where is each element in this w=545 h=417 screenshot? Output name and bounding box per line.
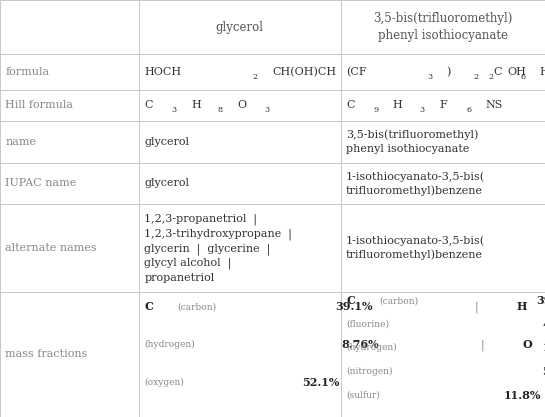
Text: 1-isothiocyanato-3,5-bis(
trifluoromethyl)benzene: 1-isothiocyanato-3,5-bis( trifluoromethy… [346, 171, 485, 196]
Text: H: H [392, 100, 402, 110]
Text: (CF: (CF [346, 67, 367, 77]
Text: (oxygen): (oxygen) [144, 378, 184, 387]
Text: 8.76%: 8.76% [341, 339, 379, 350]
Text: H: H [540, 67, 545, 77]
Text: 3: 3 [427, 73, 432, 81]
Text: 2: 2 [474, 73, 479, 81]
Text: C: C [346, 100, 355, 110]
Text: 3: 3 [172, 106, 177, 114]
Text: |: | [481, 339, 485, 351]
Text: ): ) [447, 67, 451, 77]
Text: mass fractions: mass fractions [5, 349, 88, 359]
Text: name: name [5, 137, 37, 147]
Text: 3: 3 [264, 106, 270, 114]
Text: C: C [144, 100, 153, 110]
Text: O: O [522, 339, 532, 350]
Text: (carbon): (carbon) [177, 302, 216, 311]
Text: H: H [191, 100, 201, 110]
Text: C: C [346, 295, 355, 306]
Text: OH: OH [508, 67, 526, 77]
Text: 1-isothiocyanato-3,5-bis(
trifluoromethyl)benzene: 1-isothiocyanato-3,5-bis( trifluoromethy… [346, 236, 485, 260]
Text: |: | [475, 301, 479, 313]
Text: 8: 8 [218, 106, 223, 114]
Text: F: F [439, 100, 447, 110]
Text: IUPAC name: IUPAC name [5, 178, 77, 188]
Text: 3: 3 [420, 106, 425, 114]
Text: (fluorine): (fluorine) [346, 320, 389, 329]
Text: H: H [516, 301, 526, 312]
Text: glycerol: glycerol [144, 137, 190, 147]
Text: 1,2,3-propanetriol  |
1,2,3-trihydroxypropane  |
glycerin  |  glycerine  |
glycy: 1,2,3-propanetriol | 1,2,3-trihydroxypro… [144, 214, 292, 282]
Text: (hydrogen): (hydrogen) [346, 343, 397, 352]
Text: 39.9%: 39.9% [536, 295, 545, 306]
Text: formula: formula [5, 67, 50, 77]
Text: 6: 6 [520, 73, 525, 81]
Text: 52.1%: 52.1% [302, 377, 340, 388]
Text: 3,5-bis(trifluoromethyl)
phenyl isothiocyanate: 3,5-bis(trifluoromethyl) phenyl isothioc… [373, 12, 512, 42]
Text: CH(OH)CH: CH(OH)CH [272, 67, 336, 77]
Text: 3,5-bis(trifluoromethyl)
phenyl isothiocyanate: 3,5-bis(trifluoromethyl) phenyl isothioc… [346, 130, 479, 153]
Text: glycerol: glycerol [144, 178, 190, 188]
Text: 2: 2 [252, 73, 258, 81]
Text: 39.1%: 39.1% [335, 301, 372, 312]
Text: (nitrogen): (nitrogen) [346, 367, 392, 376]
Text: O: O [238, 100, 246, 110]
Text: alternate names: alternate names [5, 243, 97, 253]
Text: HOCH: HOCH [144, 67, 181, 77]
Text: glycerol: glycerol [216, 20, 264, 34]
Text: (carbon): (carbon) [379, 296, 418, 305]
Text: C: C [144, 301, 153, 312]
Text: 11.8%: 11.8% [504, 389, 541, 401]
Text: 2: 2 [488, 73, 493, 81]
Text: 9: 9 [373, 106, 378, 114]
Text: 5.17%: 5.17% [543, 366, 545, 377]
Text: 1.12%: 1.12% [543, 342, 545, 353]
Text: C: C [493, 67, 501, 77]
Text: (hydrogen): (hydrogen) [144, 340, 195, 349]
Text: 42%: 42% [543, 319, 545, 330]
Text: NS: NS [486, 100, 503, 110]
Text: (sulfur): (sulfur) [346, 391, 380, 399]
Text: 6: 6 [466, 106, 471, 114]
Text: Hill formula: Hill formula [5, 100, 74, 110]
